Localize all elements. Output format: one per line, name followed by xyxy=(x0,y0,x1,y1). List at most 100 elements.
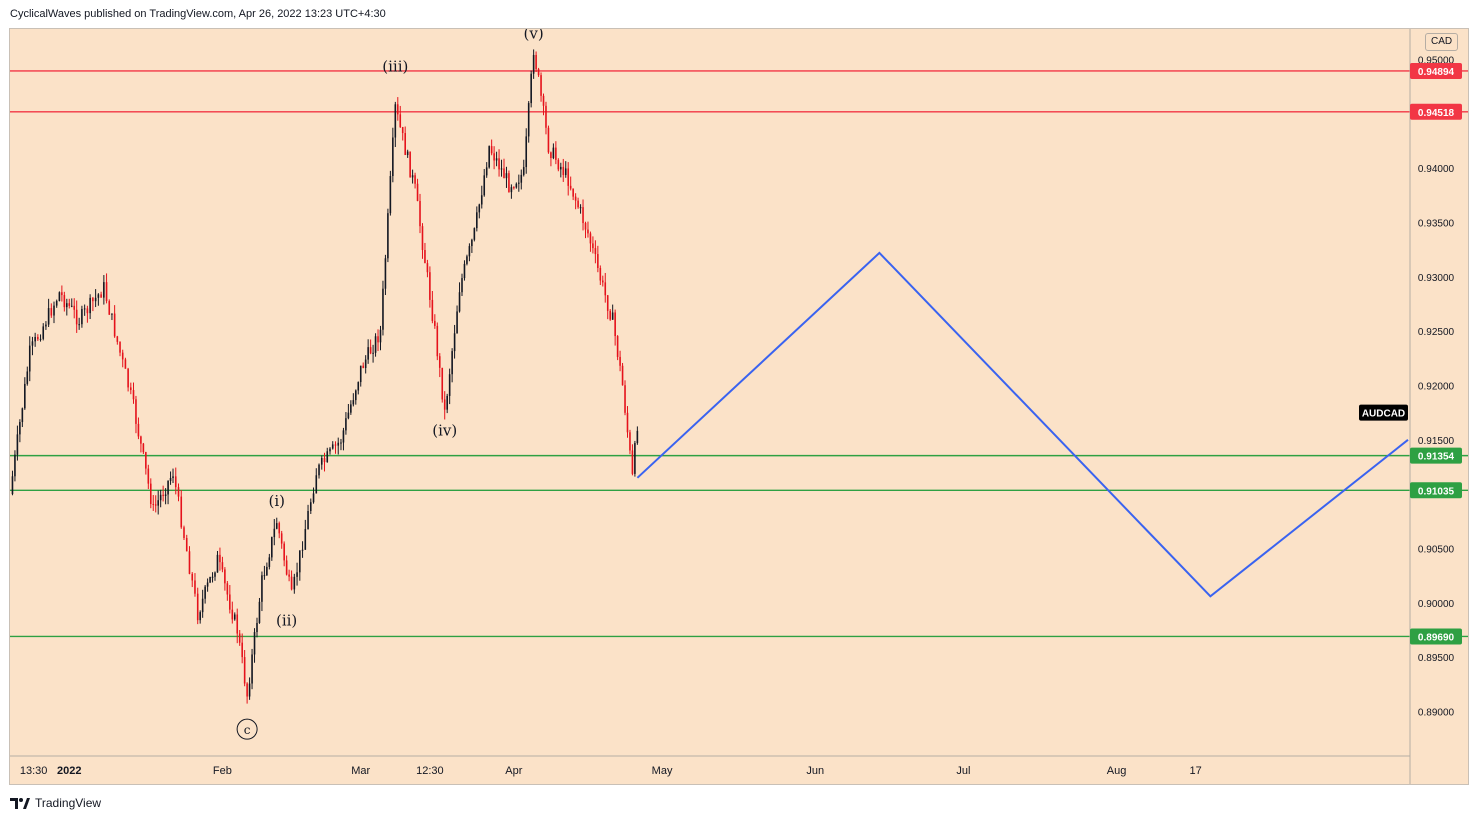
candle-body xyxy=(140,436,142,444)
candle-body xyxy=(271,537,273,558)
candle xyxy=(404,126,406,156)
currency-badge[interactable]: CAD xyxy=(1425,33,1459,51)
candle xyxy=(347,403,350,420)
wave-label: (ii) xyxy=(276,612,297,630)
candle-body xyxy=(564,168,567,176)
x-tick-label: 12:30 xyxy=(416,765,444,777)
candle xyxy=(616,335,619,361)
candle-body xyxy=(304,529,307,550)
candle xyxy=(243,650,246,687)
candle-body xyxy=(39,338,42,340)
candle xyxy=(188,546,191,575)
candle-body xyxy=(532,54,535,74)
candle xyxy=(394,101,397,148)
candle xyxy=(357,381,360,395)
candle-body xyxy=(89,297,91,314)
candle xyxy=(537,67,540,77)
candle-body xyxy=(374,336,377,353)
candle-body xyxy=(560,166,562,170)
y-tick-label: 0.92500 xyxy=(1418,327,1455,338)
candle xyxy=(108,299,111,316)
candle xyxy=(209,576,211,584)
candle xyxy=(111,313,113,321)
candle xyxy=(199,610,201,624)
candle-body xyxy=(204,586,206,599)
candle-body xyxy=(81,308,83,325)
candle-body xyxy=(127,368,129,388)
candle-body xyxy=(525,136,528,168)
candle-body xyxy=(401,127,404,134)
candle-body xyxy=(545,105,547,128)
candle-body xyxy=(490,146,493,154)
candle xyxy=(183,525,185,540)
candle xyxy=(130,382,132,395)
candle xyxy=(619,350,621,372)
y-tick-label: 0.94000 xyxy=(1418,164,1455,175)
candle xyxy=(508,170,510,193)
candle-body xyxy=(34,336,36,342)
candle xyxy=(624,380,626,416)
price-chart[interactable]: c(i)(ii)(iii)(iv)(v) 0.950000.945000.940… xyxy=(10,29,1468,784)
candle xyxy=(226,581,229,601)
candle xyxy=(78,317,80,330)
candle-body xyxy=(436,325,439,357)
candle-body xyxy=(347,412,350,419)
candle-body xyxy=(152,503,155,505)
candle xyxy=(167,480,169,505)
candle-body xyxy=(180,496,183,528)
candle xyxy=(480,185,483,209)
candle xyxy=(191,572,194,588)
level-lines xyxy=(10,70,1468,638)
candle-body xyxy=(414,175,416,184)
candle xyxy=(582,199,584,231)
candle xyxy=(577,197,579,209)
candle xyxy=(621,362,624,386)
candle xyxy=(527,101,530,143)
candle-body xyxy=(280,533,283,544)
candle-body xyxy=(441,367,444,400)
candle-body xyxy=(162,494,164,496)
candle-body xyxy=(567,168,570,186)
candle-body xyxy=(579,207,582,209)
tradingview-logo-icon[interactable] xyxy=(10,797,30,809)
candle xyxy=(562,158,565,182)
candle-body xyxy=(137,423,140,437)
candle-body xyxy=(451,351,453,375)
candle-body xyxy=(498,158,500,170)
candle-body xyxy=(63,295,66,308)
projection-line xyxy=(636,251,1409,598)
candle xyxy=(555,141,557,165)
candle-body xyxy=(518,182,520,184)
candle xyxy=(320,455,323,470)
candle xyxy=(124,357,127,369)
candle-body xyxy=(480,195,483,205)
candle-body xyxy=(164,494,167,496)
candle xyxy=(75,300,78,333)
candle-body xyxy=(592,243,594,249)
candle xyxy=(513,186,515,190)
candle-body xyxy=(599,267,602,281)
candle xyxy=(362,362,365,369)
candle xyxy=(315,468,318,494)
candle xyxy=(326,447,329,463)
candle-body xyxy=(609,310,612,320)
wave-label: c xyxy=(244,723,251,737)
candle xyxy=(557,158,560,172)
candle xyxy=(458,282,461,313)
candle xyxy=(436,322,439,361)
candle xyxy=(214,571,216,581)
candle-body xyxy=(293,576,296,590)
candle xyxy=(540,72,542,102)
candle-body xyxy=(535,54,537,70)
candle-body xyxy=(396,104,399,115)
candle-body xyxy=(505,173,508,179)
candle xyxy=(453,324,456,359)
candle xyxy=(560,162,562,178)
candle-body xyxy=(78,324,80,326)
candle xyxy=(350,400,352,415)
candle xyxy=(73,298,76,319)
candle xyxy=(47,298,50,327)
candle xyxy=(81,305,83,328)
candle-body xyxy=(100,294,102,298)
candle xyxy=(201,589,204,618)
